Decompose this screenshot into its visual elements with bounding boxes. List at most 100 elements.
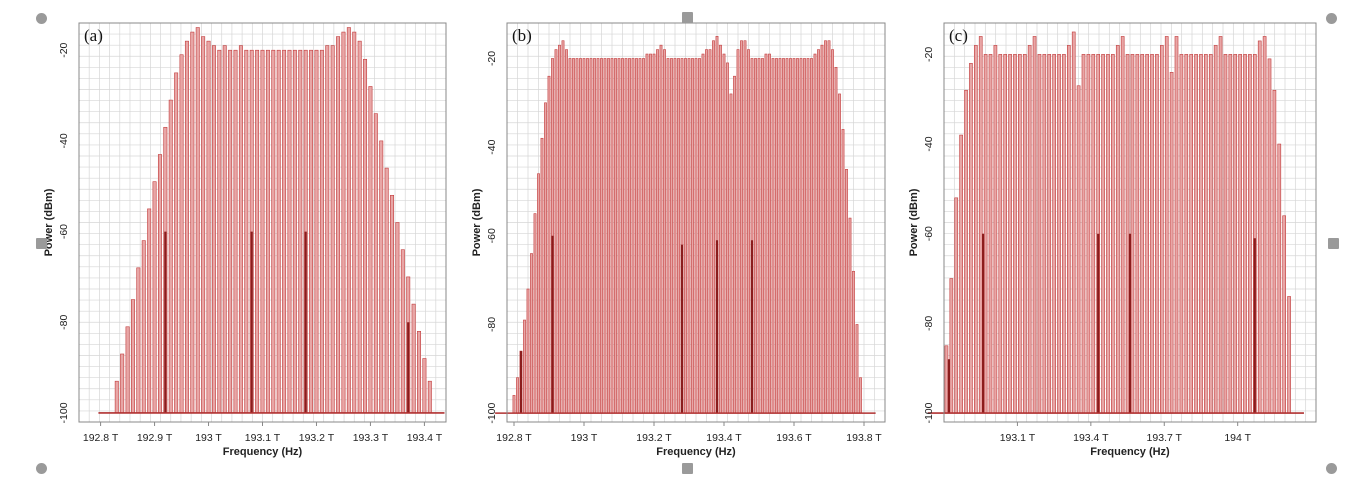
spectrum-bar (1086, 54, 1091, 414)
spectrum-bar (1159, 45, 1164, 414)
spectrum-bar (944, 345, 949, 414)
spectrum-bar (701, 53, 705, 414)
spectrum-bar (206, 40, 211, 414)
spectrum-bar (1135, 54, 1140, 414)
spectrum-bar (1282, 215, 1287, 414)
spectrum-bar (1287, 296, 1291, 414)
spectrum-bar (1101, 54, 1105, 414)
spectrum-bar (427, 380, 432, 414)
spectrum-bar (852, 270, 855, 414)
x-tick-label: 193.3 T (353, 432, 389, 444)
spectrum-bar (771, 58, 775, 414)
spectrum-bar (736, 49, 740, 414)
spectrum-bar (649, 53, 652, 414)
spectrum-bar (978, 36, 983, 414)
spectrum-bar (271, 49, 276, 414)
resize-handle-top-left[interactable] (36, 13, 47, 24)
spectrum-bar (785, 58, 789, 414)
spectrum-bar (621, 58, 624, 414)
y-tick-label: -60 (923, 226, 935, 241)
spectrum-bar (276, 49, 281, 414)
spectrum-bar (600, 58, 603, 414)
spectrum-bar (993, 45, 998, 414)
spectrum-bar (1208, 54, 1213, 414)
resize-handle-middle-right[interactable] (1328, 238, 1339, 249)
spectrum-bar (768, 53, 771, 414)
spectrum-bar (530, 253, 533, 414)
spectrum-bar (233, 49, 238, 414)
spectrum-bar (761, 58, 764, 414)
spectrum-bar (195, 27, 200, 414)
resize-handle-bottom-center[interactable] (682, 463, 693, 474)
spectrum-bar (1243, 54, 1247, 414)
x-tick-label: 193.2 T (636, 432, 672, 444)
spectrum-bar (417, 331, 421, 414)
spectrum-bar (1228, 54, 1233, 414)
spectrum-bar (1174, 36, 1179, 414)
x-tick-label: 193.1 T (1000, 432, 1036, 444)
spectrum-bar (824, 40, 827, 414)
y-axis-title: Power (dBm) (908, 188, 920, 256)
spectrum-bar (838, 93, 841, 414)
y-tick-label: -20 (923, 47, 935, 62)
spectrum-bar (969, 63, 973, 414)
spectrum-bar (949, 278, 954, 414)
spectrum-bar (244, 49, 249, 414)
spectrum-bar (796, 58, 799, 414)
spectrum-bar (1091, 54, 1096, 414)
resize-handle-top-right[interactable] (1326, 13, 1337, 24)
spectrum-bar (722, 53, 726, 414)
spectrum-bar (817, 49, 820, 414)
spectrum-bar (855, 324, 859, 414)
resize-handle-middle-left[interactable] (36, 238, 47, 249)
spectrum-bar (998, 54, 1003, 414)
spectrum-bar (712, 40, 715, 414)
spectrum-bar (1037, 54, 1042, 414)
spectrum-bar (309, 49, 314, 414)
spectrum-bar (1248, 54, 1252, 414)
spectrum-bar (694, 58, 698, 414)
spectrum-bar (1013, 54, 1017, 414)
spectrum-bar (656, 49, 659, 414)
resize-handle-bottom-left[interactable] (36, 463, 47, 474)
spectrum-bar (1199, 54, 1203, 414)
spectrum-bar (687, 58, 691, 414)
resize-handle-top-center[interactable] (682, 12, 693, 23)
spectrum-bars (944, 31, 1291, 414)
spectrum-bar (610, 58, 614, 414)
spectrum-bar (352, 31, 357, 414)
spectrum-bar (141, 240, 146, 414)
spectrum-bar (757, 58, 761, 414)
spectrum-bar (983, 54, 988, 414)
spectrum-bar (1223, 54, 1228, 414)
spectrum-bar (782, 58, 785, 414)
spectrum-bar (168, 99, 173, 414)
x-tick-label: 192.9 T (137, 432, 173, 444)
spectrum-bar (631, 58, 635, 414)
spectrum-bar (282, 49, 287, 414)
spectrum-bar (1179, 54, 1184, 414)
spectrum-bar (147, 208, 152, 414)
spectrum-bar (684, 58, 687, 414)
spectrum-bar (645, 53, 649, 414)
spectrum-bar (652, 53, 656, 414)
spectrum-bar (1272, 89, 1277, 414)
spectrum-bar (691, 58, 694, 414)
spectrum-bar (1150, 54, 1154, 414)
spectrum-bar (603, 58, 607, 414)
spectrum-bar (582, 58, 586, 414)
spectrum-bar (537, 173, 540, 414)
spectrum-bar (190, 31, 195, 414)
spectrum-bar (810, 58, 813, 414)
resize-handle-bottom-right[interactable] (1326, 463, 1337, 474)
spectrum-bar (526, 288, 530, 414)
spectrum-bar (336, 36, 341, 414)
spectrum-bar (740, 40, 743, 414)
spectrum-bar (379, 140, 384, 414)
spectrum-bar (1145, 54, 1149, 414)
spectrum-bar (152, 181, 157, 414)
y-tick-label: -80 (486, 317, 498, 332)
spectrum-bar (568, 58, 572, 414)
spectrum-bar (1155, 54, 1159, 414)
spectrum-bar (1277, 143, 1282, 414)
